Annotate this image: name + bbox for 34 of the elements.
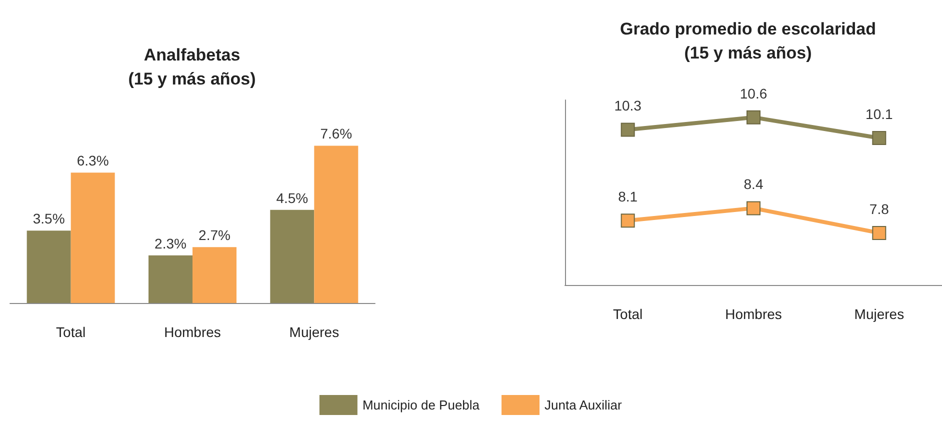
data-label: 10.3 bbox=[614, 98, 642, 114]
chart-title: Grado promedio de escolaridad (15 y más años) bbox=[620, 20, 876, 62]
point bbox=[746, 201, 760, 216]
data-label: 2.7% bbox=[198, 227, 230, 244]
point bbox=[746, 110, 760, 124]
data-label: 7.8 bbox=[869, 200, 890, 217]
x-tick-label: Total bbox=[613, 306, 643, 322]
data-label: 3.5% bbox=[32, 210, 65, 227]
point bbox=[620, 214, 635, 228]
data-label: 10.1 bbox=[866, 106, 894, 122]
x-tick-label: Mujeres bbox=[289, 324, 340, 340]
x-tick-label: Total bbox=[56, 324, 86, 340]
bar bbox=[148, 255, 192, 303]
legend-label: Junta Auxiliar bbox=[544, 398, 623, 412]
bar bbox=[192, 247, 236, 303]
x-tick-label: Hombres bbox=[725, 306, 782, 322]
data-label: 10.6 bbox=[740, 85, 768, 102]
data-label: 8.4 bbox=[744, 176, 764, 192]
bar bbox=[26, 230, 71, 303]
data-label: 8.1 bbox=[618, 188, 638, 205]
data-label: 2.3% bbox=[154, 235, 186, 252]
bar bbox=[270, 210, 314, 303]
bar bbox=[70, 172, 115, 303]
legend-label: Municipio de Puebla bbox=[362, 398, 480, 412]
x-tick-label: Mujeres bbox=[854, 306, 904, 322]
data-label: 6.3% bbox=[76, 152, 109, 169]
data-label: 7.6% bbox=[320, 126, 352, 142]
point bbox=[872, 226, 886, 240]
chart-title: Analfabetas (15 y más años) bbox=[128, 46, 256, 88]
point bbox=[620, 122, 635, 137]
x-tick-label: Hombres bbox=[164, 324, 221, 340]
point bbox=[872, 130, 886, 145]
bar bbox=[314, 146, 358, 303]
data-label: 4.5% bbox=[276, 190, 308, 206]
